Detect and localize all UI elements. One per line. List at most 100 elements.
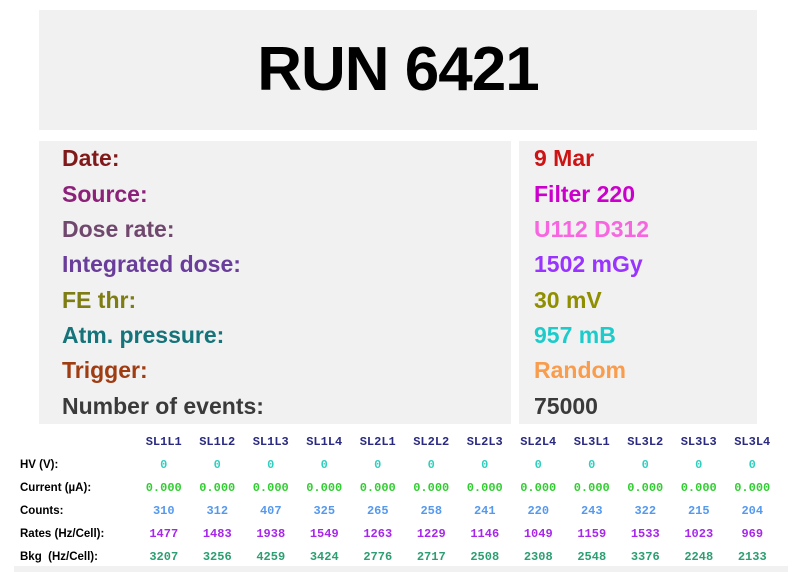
- table-column-header: SL3L4: [734, 434, 771, 449]
- table-value-cell: 215: [687, 503, 710, 518]
- info-row: FE thr:: [39, 283, 511, 318]
- table-row-label: Counts:: [20, 504, 64, 517]
- info-value-number-of-events: 75000: [534, 392, 598, 419]
- info-row: 75000: [519, 389, 757, 424]
- table-value-cell: 2133: [737, 549, 767, 564]
- info-row: Integrated dose:: [39, 247, 511, 282]
- info-labels-panel: Date: Source: Dose rate: Integrated dose…: [39, 141, 511, 424]
- table-value-cell: 3424: [309, 549, 339, 564]
- table-column-header: SL1L2: [199, 434, 236, 449]
- table-column-header: SL2L3: [466, 434, 503, 449]
- table-value-cell: 0: [213, 457, 221, 472]
- table-value-cell: 258: [420, 503, 443, 518]
- table-column-header: SL1L1: [145, 434, 182, 449]
- info-row: 1502 mGy: [519, 247, 757, 282]
- table-value-cell: 0.000: [252, 480, 289, 495]
- table-value-cell: 2548: [577, 549, 607, 564]
- table-value-cell: 1049: [523, 526, 553, 541]
- info-row: 957 mB: [519, 318, 757, 353]
- table-value-cell: 0: [374, 457, 382, 472]
- table-column-header: SL1L4: [306, 434, 343, 449]
- table-value-cell: 2717: [416, 549, 446, 564]
- table-value-cell: 2308: [523, 549, 553, 564]
- table-column-header: SL3L3: [680, 434, 717, 449]
- info-row: 30 mV: [519, 283, 757, 318]
- table-column-header: SL3L2: [627, 434, 664, 449]
- table-value-cell: 243: [580, 503, 603, 518]
- info-label-date: Date:: [62, 145, 120, 172]
- info-value-trigger: Random: [534, 357, 626, 384]
- table-value-cell: 1159: [577, 526, 607, 541]
- table-value-cell: 0: [534, 457, 542, 472]
- table-value-cell: 0: [320, 457, 328, 472]
- table-value-cell: 0.000: [466, 480, 503, 495]
- table-value-cell: 4259: [256, 549, 286, 564]
- info-row: Filter 220: [519, 176, 757, 211]
- info-row: Dose rate:: [39, 212, 511, 247]
- table-value-cell: 0.000: [413, 480, 450, 495]
- table-value-cell: 0: [481, 457, 489, 472]
- table-value-cell: 0.000: [734, 480, 771, 495]
- info-value-integrated-dose: 1502 mGy: [534, 251, 643, 278]
- table-value-cell: 220: [527, 503, 550, 518]
- info-row: Date:: [39, 141, 511, 176]
- info-row: Number of events:: [39, 389, 511, 424]
- table-value-cell: 0: [427, 457, 435, 472]
- table-value-cell: 1146: [470, 526, 500, 541]
- table-value-cell: 969: [741, 526, 764, 541]
- info-label-trigger: Trigger:: [62, 357, 148, 384]
- table-value-cell: 0.000: [359, 480, 396, 495]
- table-value-cell: 0.000: [306, 480, 343, 495]
- table-value-cell: 1023: [684, 526, 714, 541]
- table-value-cell: 0.000: [573, 480, 610, 495]
- table-value-cell: 1938: [256, 526, 286, 541]
- table-row: HV (V): 0 0 0 0 0 0 0 0 0 0 0 0: [0, 453, 796, 476]
- table-value-cell: 3207: [149, 549, 179, 564]
- table-value-cell: 0: [695, 457, 703, 472]
- table-value-cell: 0: [267, 457, 275, 472]
- info-row: U112 D312: [519, 212, 757, 247]
- info-value-atm-pressure: 957 mB: [534, 322, 616, 349]
- info-value-dose-rate: U112 D312: [534, 215, 650, 242]
- info-value-fe-thr: 30 mV: [534, 286, 602, 313]
- run-title: RUN 6421: [257, 35, 539, 104]
- info-label-fe-thr: FE thr:: [62, 286, 137, 313]
- table-value-cell: 241: [473, 503, 496, 518]
- info-label-dose-rate: Dose rate:: [62, 215, 175, 242]
- table-value-cell: 0: [641, 457, 649, 472]
- info-values-panel: 9 Mar Filter 220 U112 D312 1502 mGy 30 m…: [519, 141, 757, 424]
- info-row: Random: [519, 353, 757, 388]
- table-value-cell: 312: [206, 503, 229, 518]
- table-value-cell: 1263: [363, 526, 393, 541]
- info-label-number-of-events: Number of events:: [62, 392, 264, 419]
- table-value-cell: 0.000: [520, 480, 557, 495]
- info-row: Source:: [39, 176, 511, 211]
- info-label-source: Source:: [62, 180, 148, 207]
- table-column-header: SL2L2: [413, 434, 450, 449]
- table-value-cell: 0: [588, 457, 596, 472]
- status-table: SL1L1 SL1L2 SL1L3 SL1L4 SL2L1 SL2L2 SL2L3 SL2L4…: [0, 430, 796, 568]
- table-row-label: Current (µA):: [20, 481, 92, 494]
- table-value-cell: 0.000: [680, 480, 717, 495]
- table-value-cell: 310: [152, 503, 175, 518]
- table-value-cell: 2248: [684, 549, 714, 564]
- table-value-cell: 2508: [470, 549, 500, 564]
- table-value-cell: 3256: [202, 549, 232, 564]
- table-value-cell: 0.000: [199, 480, 236, 495]
- info-value-date: 9 Mar: [534, 145, 595, 172]
- table-column-header: SL2L1: [359, 434, 396, 449]
- table-row: Rates (Hz/Cell): 1477 1483 1938 1549 1263 1229…: [0, 522, 796, 545]
- table-value-cell: 3376: [630, 549, 660, 564]
- table-value-cell: 325: [313, 503, 336, 518]
- table-column-header: SL3L1: [573, 434, 610, 449]
- table-value-cell: 322: [634, 503, 657, 518]
- table-value-cell: 2776: [363, 549, 393, 564]
- table-value-cell: 1477: [149, 526, 179, 541]
- table-value-cell: 265: [366, 503, 389, 518]
- table-value-cell: 204: [741, 503, 764, 518]
- table-row: Current (µA): 0.000 0.000 0.000 0.000 0.000 0.…: [0, 476, 796, 499]
- table-column-header: SL1L3: [252, 434, 289, 449]
- table-value-cell: 0.000: [145, 480, 182, 495]
- table-row: Bkg (Hz/Cell): 3207 3256 4259 3424 2776 2717 25…: [0, 545, 796, 568]
- info-label-atm-pressure: Atm. pressure:: [62, 322, 225, 349]
